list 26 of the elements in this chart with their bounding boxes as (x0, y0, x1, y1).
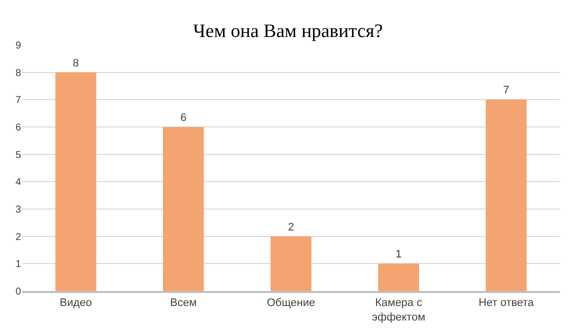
chart-title: Чем она Вам нравится? (193, 20, 383, 42)
y-tick-label: 2 (15, 232, 22, 243)
y-tick-label: 3 (15, 204, 22, 216)
y-tick-label: 1 (15, 259, 22, 270)
y-tick-label: 8 (15, 68, 22, 79)
data-label: 2 (288, 221, 294, 234)
data-label: 1 (396, 248, 402, 261)
y-tick-label: 5 (15, 150, 22, 161)
x-tick-label: Нет ответа (478, 297, 535, 310)
data-label: 7 (503, 84, 510, 97)
x-tick-label: Камера с эффектом (372, 297, 426, 324)
bar (162, 127, 204, 291)
bar (270, 236, 312, 291)
bar (55, 72, 96, 291)
bar (486, 100, 527, 291)
bar (378, 264, 420, 291)
x-tick-label: Видео (60, 297, 92, 310)
x-tick-label: Общение (266, 297, 316, 310)
data-label: 6 (180, 112, 186, 124)
y-tick-label: 6 (15, 122, 22, 134)
data-label: 8 (72, 57, 79, 70)
y-tick-label: 4 (15, 177, 22, 188)
y-tick-label: 9 (15, 40, 22, 52)
y-tick-label: 7 (15, 95, 22, 106)
x-tick-label: Всем (170, 297, 197, 310)
y-tick-label: 0 (15, 286, 22, 298)
